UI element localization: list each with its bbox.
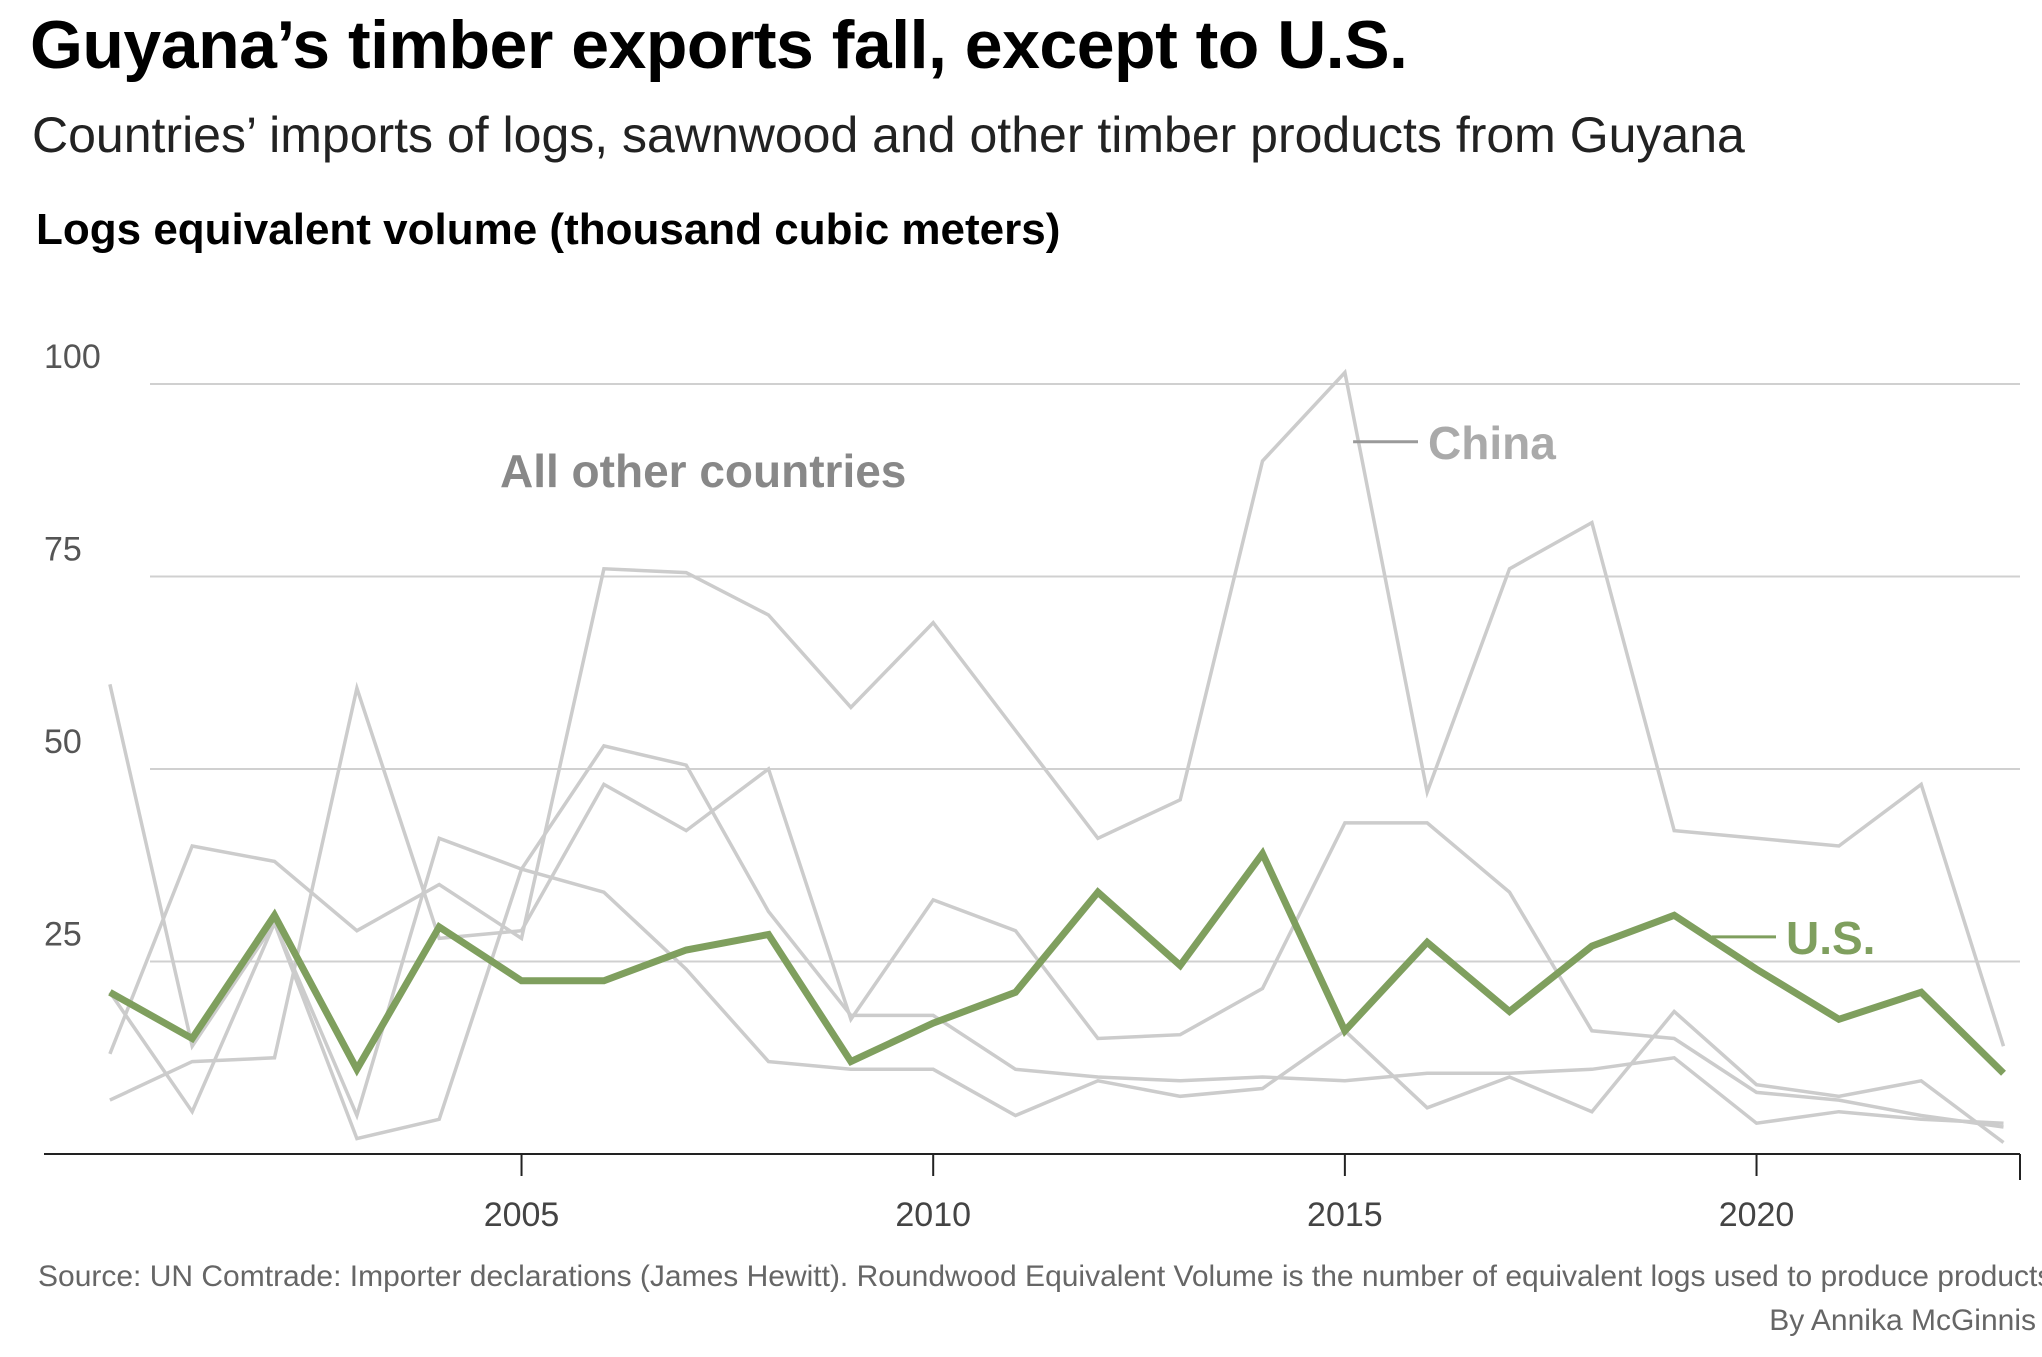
- y-tick-label-25: 25: [44, 916, 82, 954]
- series-label-china: China: [1428, 417, 1556, 469]
- series-line-us: [108, 846, 2006, 1077]
- y-axis-label: Logs equivalent volume (thousand cubic m…: [36, 205, 1061, 254]
- x-tick-label-2010: 2010: [895, 1196, 971, 1234]
- chart-subtitle: Countries’ imports of logs, sawnwood and…: [32, 107, 1745, 163]
- byline: By Annika McGinnis: [1769, 1304, 2036, 1337]
- series-lines: [108, 368, 2006, 1144]
- x-tick-label-2005: 2005: [484, 1196, 560, 1234]
- line-chart: 25 50 75 100 All other countries China U.S. 2…: [44, 338, 2021, 1234]
- series-labels: All other countries China U.S.: [500, 417, 1875, 964]
- gridlines: 25 50 75 100: [44, 338, 2020, 963]
- annotation-all-other-countries: All other countries: [500, 445, 906, 497]
- y-tick-label-75: 75: [44, 531, 82, 569]
- x-tick-label-2020: 2020: [1719, 1196, 1795, 1234]
- series-line-other-2: [108, 743, 2004, 1141]
- y-tick-label-100: 100: [44, 338, 101, 376]
- y-tick-label-50: 50: [44, 723, 82, 761]
- x-axis: 2005 2010 2015 2020: [44, 1153, 2021, 1234]
- series-line-other-3: [109, 681, 2004, 1129]
- source-note: Source: UN Comtrade: Importer declaratio…: [38, 1260, 2042, 1293]
- series-line-other-1: [108, 683, 2005, 1144]
- x-tick-label-2015: 2015: [1307, 1196, 1383, 1234]
- series-label-us: U.S.: [1786, 912, 1875, 964]
- chart-title: Guyana’s timber exports fall, except to …: [30, 7, 1408, 83]
- series-line-china: [108, 368, 2006, 1055]
